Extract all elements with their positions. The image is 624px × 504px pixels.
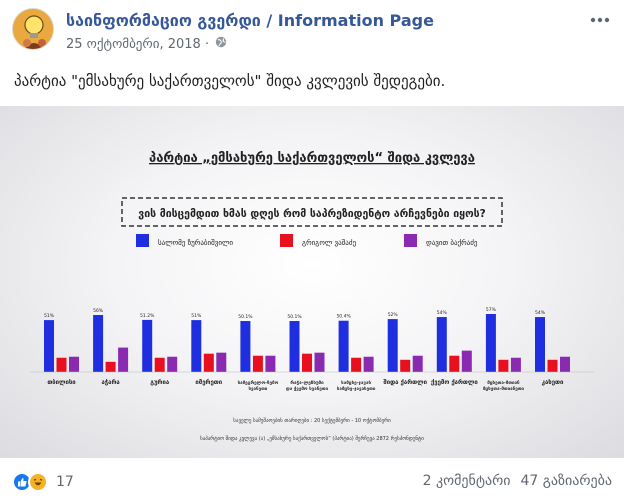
bar — [154, 357, 165, 372]
legend-label: სალომე ზურაბიშვილი — [158, 238, 233, 247]
bar — [118, 347, 129, 372]
lightbulb-avatar-icon[interactable] — [12, 8, 54, 50]
category-label: აჭარა — [101, 379, 120, 386]
category-label: მცხეთა-მთიან მცხეთა-მთიანეთი — [483, 380, 525, 392]
bar — [485, 314, 496, 372]
bar — [363, 356, 374, 372]
legend-swatch — [404, 234, 417, 247]
bar — [216, 352, 227, 372]
category-label: ქვემო ქართლი — [431, 379, 478, 386]
engagement-counts: 2 კომენტარი 47 გაზიარება — [423, 473, 612, 489]
more-options-icon[interactable] — [588, 12, 612, 28]
bar — [56, 357, 67, 372]
bar — [387, 319, 398, 372]
bar — [449, 355, 460, 372]
bar — [560, 356, 570, 372]
category-label: შიდა ქართლი — [383, 379, 427, 386]
chart-footnote-2: საპარტიო შიდა კვლევა (ა) „ემსახურე საქარ… — [200, 435, 424, 442]
bar — [510, 357, 521, 372]
bar — [498, 359, 509, 372]
bar — [265, 355, 276, 372]
bar — [191, 320, 202, 372]
chart-title: პარტია „ემსახურე საქართველოს“ შიდა კვლევ… — [149, 151, 475, 166]
comments-count-link[interactable]: 2 კომენტარი — [422, 473, 511, 489]
bar — [302, 353, 312, 372]
category-label: თბილისი — [47, 379, 76, 386]
page-name-link[interactable]: საინფორმაციო გვერდი / Information Page — [66, 11, 434, 30]
legend-label: გრიგოლ ვაშაძე — [302, 238, 356, 247]
question-box — [121, 197, 503, 227]
bar — [289, 321, 300, 372]
data-label: 51% — [44, 313, 55, 319]
bar — [142, 319, 153, 372]
bar — [167, 356, 178, 372]
post-date[interactable]: 25 ოქტომბერი, 2018 · — [66, 36, 210, 52]
data-label: 54% — [437, 310, 448, 316]
haha-reaction-icon — [28, 472, 48, 492]
bar — [93, 315, 104, 372]
legend-swatch — [280, 234, 293, 247]
chart-legend: სალომე ზურაბიშვილი გრიგოლ ვაშაძე დავით ბაქ… — [136, 234, 478, 247]
legend-label: დავით ბაქრაძე — [426, 238, 478, 247]
data-label: 51% — [191, 313, 202, 319]
post-meta: 25 ოქტომბერი, 2018 · — [66, 36, 227, 52]
category-label: რაჭა-ლეჩხუმი და ქვემო სვანეთი — [286, 379, 329, 392]
chart-bars: 51% 56% 51.2% 51% 50.1% 50.1% 50.4% 52% 54% 57% 54… — [44, 307, 570, 372]
legend-swatch — [136, 234, 149, 247]
bar — [69, 356, 79, 372]
globe-icon — [215, 36, 227, 52]
post-header: საინფორმაციო გვერდი / Information Page 2… — [0, 0, 624, 62]
chart-question: ვის მისცემდით ხმას დღეს რომ საპრეზიდენტო… — [138, 208, 485, 220]
data-label: 50.1% — [238, 314, 253, 320]
data-label: 54% — [535, 310, 546, 316]
category-label: სამეგრელო-ზემო სვანეთი — [238, 379, 279, 392]
category-label: გურია — [150, 379, 170, 386]
bar — [203, 353, 214, 372]
post-text: პარტია "ემსახურე საქართველოს" შიდა კვლევ… — [14, 72, 446, 90]
bar — [436, 317, 447, 372]
bar — [338, 320, 349, 372]
category-label: სამცხე-ჯავახ სამცხე-ჯავახეთი — [337, 380, 376, 392]
bar — [252, 355, 263, 372]
bar — [44, 320, 54, 372]
post-footer: 17 2 კომენტარი 47 გაზიარება — [0, 460, 624, 504]
bar — [314, 352, 325, 372]
reaction-count: 17 — [56, 474, 74, 490]
data-label: 51.2% — [140, 313, 155, 319]
category-label: იმერეთი — [195, 379, 222, 386]
data-label: 50.4% — [336, 314, 351, 320]
bar — [240, 321, 251, 372]
shares-count-link[interactable]: 47 გაზიარება — [520, 473, 612, 489]
bar — [535, 317, 545, 372]
chart-footnote-1: საველე სამუშაოების თარიღები : 20 სექტემბ… — [233, 417, 391, 424]
bar — [461, 350, 472, 372]
data-label: 50.1% — [287, 314, 302, 320]
data-label: 57% — [486, 307, 497, 313]
bar — [400, 359, 411, 372]
reactions-summary[interactable]: 17 — [12, 472, 74, 492]
bar — [547, 359, 558, 372]
bar — [412, 355, 423, 372]
data-label: 52% — [388, 312, 399, 318]
category-label: კახეთი — [542, 379, 564, 386]
data-label: 56% — [93, 308, 104, 314]
bar-chart: პარტია „ემსახურე საქართველოს“ შიდა კვლევ… — [30, 151, 594, 442]
bar — [351, 357, 362, 372]
chart-category-labels: თბილისი აჭარა გურია იმერეთი სამეგრელო-ზემო სვ… — [47, 379, 564, 392]
bar — [105, 361, 116, 372]
post-image-chart[interactable]: პარტია „ემსახურე საქართველოს“ შიდა კვლევ… — [0, 106, 624, 458]
